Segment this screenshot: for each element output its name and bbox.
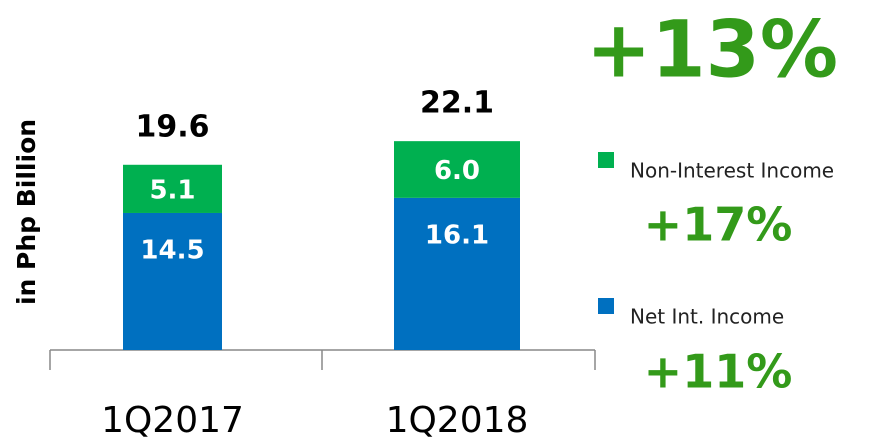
legend-label: Net Int. Income: [630, 305, 784, 329]
total-label: 22.1: [420, 86, 494, 121]
legend-label: Non-Interest Income: [630, 159, 834, 183]
y-axis-label: in Php Billion: [12, 119, 41, 305]
bar-segment: [394, 197, 520, 350]
data-label: 16.1: [425, 220, 489, 250]
x-tick-label: 1Q2017: [101, 400, 244, 441]
bar-segment: [123, 212, 222, 350]
data-label: 6.0: [434, 156, 480, 186]
growth-annotation: +17%: [644, 198, 793, 252]
data-label: 5.1: [149, 175, 195, 205]
growth-annotation: +11%: [644, 345, 793, 399]
data-label: 14.5: [140, 235, 204, 265]
x-tick-label: 1Q2018: [386, 400, 529, 441]
legend-swatch: [598, 298, 614, 314]
total-label: 19.6: [135, 109, 209, 144]
bar-segment: [394, 141, 520, 198]
bar-segment: [123, 164, 222, 213]
legend-swatch: [598, 152, 614, 168]
growth-annotation: +13%: [586, 5, 838, 95]
